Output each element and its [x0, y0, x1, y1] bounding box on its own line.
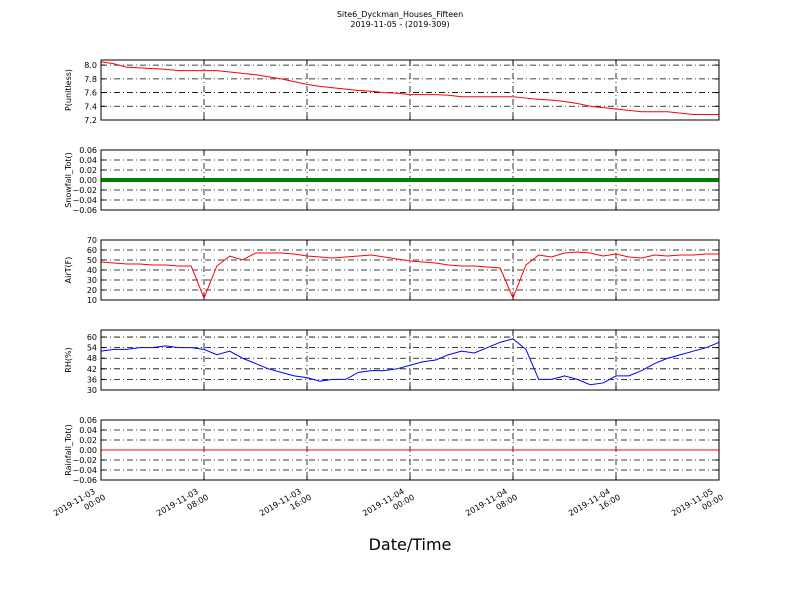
y-tick-label: −0.04: [72, 196, 97, 205]
axes-frame: [100, 149, 720, 211]
y-axis-label: Snowfall_Tot(): [64, 152, 73, 208]
y-axis-label: P(unitless): [64, 69, 73, 111]
axes-frame: [100, 329, 720, 391]
y-tick-label: 20: [87, 286, 97, 295]
y-tick-label: −0.06: [72, 476, 97, 485]
data-line: [100, 61, 719, 116]
y-tick-label: 48: [87, 354, 97, 363]
axes-frame: [100, 419, 720, 481]
y-tick-label: 0.02: [79, 436, 97, 445]
y-tick-label: 10: [87, 296, 97, 305]
y-tick-label: 0.06: [79, 146, 97, 155]
y-tick-label: 40: [87, 266, 97, 275]
y-axis-label: AirT(F): [64, 257, 73, 284]
data-line: [100, 251, 719, 300]
y-tick-label: 30: [87, 386, 97, 395]
y-tick-label: 7.4: [84, 102, 97, 111]
y-tick-label: 0.00: [79, 446, 97, 455]
y-tick-label: 0.00: [79, 176, 97, 185]
x-axis-label: Date/Time: [369, 535, 452, 554]
y-tick-label: 0.04: [79, 156, 97, 165]
y-tick-label: −0.04: [72, 466, 97, 475]
data-line: [100, 338, 720, 386]
y-tick-label: 54: [87, 344, 97, 353]
y-tick-label: 36: [87, 375, 97, 384]
y-tick-label: 7.2: [84, 116, 97, 125]
chart-title: Site6_Dyckman_Houses_Fifteen: [337, 10, 463, 19]
y-tick-label: 7.6: [84, 89, 97, 98]
y-tick-label: 7.8: [84, 75, 97, 84]
y-tick-label: 0.04: [79, 426, 97, 435]
y-axis-label: RH(%): [64, 347, 73, 372]
y-axis-label: Rainfall_Tot(): [64, 424, 73, 476]
y-tick-label: 50: [87, 256, 97, 265]
y-tick-label: 0.06: [79, 416, 97, 425]
y-tick-label: 70: [87, 236, 97, 245]
y-tick-label: −0.02: [72, 456, 97, 465]
axes-frame: [100, 239, 720, 301]
y-tick-label: 8.0: [84, 61, 97, 70]
y-tick-label: 0.02: [79, 166, 97, 175]
y-tick-label: 60: [87, 333, 97, 342]
axes-frame: [100, 59, 720, 121]
y-tick-label: −0.02: [72, 186, 97, 195]
y-tick-label: 30: [87, 276, 97, 285]
y-tick-label: 42: [87, 365, 97, 374]
y-tick-label: −0.06: [72, 206, 97, 215]
y-tick-label: 60: [87, 246, 97, 255]
chart-subtitle: 2019-11-05 - (2019-309): [350, 20, 449, 29]
